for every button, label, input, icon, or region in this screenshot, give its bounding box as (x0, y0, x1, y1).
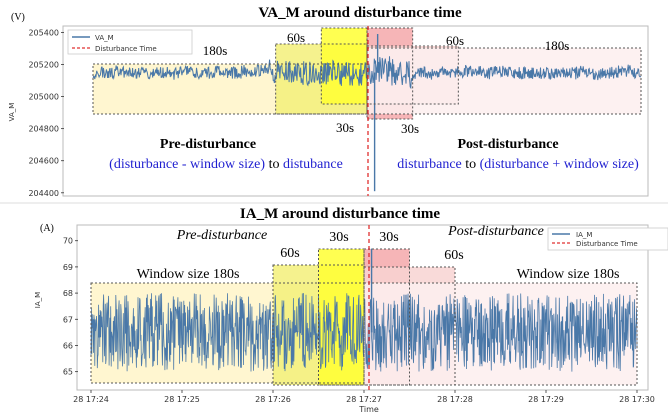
va-post-desc-to: to (462, 157, 480, 172)
ia-region-frame-1 (272, 264, 365, 386)
va-y-tick-label-4: 205200 (28, 60, 59, 69)
va-post-desc-window: (disturbance + window size) (480, 157, 639, 172)
va-y-ticks: 204400 204600 204800 205000 205200 205400 (28, 28, 64, 198)
va-legend-item-series: VA_M (95, 34, 114, 42)
va-y-tick-label-0: 204400 (28, 189, 59, 198)
va-post-disturbance-desc: disturbance to (disturbance + window siz… (397, 157, 639, 172)
va-pre-desc-to: to (265, 157, 283, 172)
va-region-label-pre-60: 60s (287, 30, 305, 45)
va-pre-disturbance-title: Pre-disturbance (160, 137, 256, 152)
va-unit-label: (V) (11, 12, 25, 23)
ia-x-ticks: 28 17:24 28 17:25 28 17:26 28 17:27 28 17:28… (73, 390, 655, 404)
ia-legend-item-disturbance: Disturbance Time (576, 240, 638, 248)
va-region-label-post-60: 60s (446, 33, 464, 48)
va-region-frame-5 (366, 47, 642, 115)
va-pre-desc-window: (disturbance - window size) (109, 157, 265, 172)
va-region-label-pre-30: 30s (336, 120, 354, 135)
va-region-label-post-30: 30s (401, 121, 419, 136)
va-region-frame-2 (320, 27, 368, 105)
va-pre-desc-end: distubance (283, 157, 343, 172)
va-y-tick-label-2: 204800 (28, 125, 59, 134)
va-y-axis-label: VA_M (8, 103, 16, 122)
va-legend: VA_M Disturbance Time (67, 29, 193, 55)
ia-y-tick-label-3: 68 (63, 289, 73, 298)
ia-unit-label: (A) (40, 223, 54, 234)
va-chart: VA_M around disturbance time (V) VA_M 20… (8, 5, 649, 198)
ia-region-frame-0 (90, 282, 365, 384)
ia-region-label-pre-60: 60s (280, 246, 299, 261)
ia-region-label-post-180: Window size 180s (517, 267, 620, 282)
ia-y-tick-label-5: 70 (63, 237, 73, 246)
va-region-bg-5 (367, 48, 641, 114)
va-region-frame-1 (275, 43, 368, 115)
va-y-tick-label-3: 205000 (28, 93, 59, 102)
va-y-tick-label-5: 205400 (28, 28, 59, 37)
va-pre-disturbance-desc: (disturbance - window size) to distubanc… (109, 157, 343, 172)
ia-y-axis-label: IA_M (34, 292, 42, 308)
ia-plot-frame (76, 224, 649, 391)
va-y-tick-label-1: 204600 (28, 157, 59, 166)
ia-x-tick-label-4: 28 17:28 (437, 395, 473, 404)
va-region-label-post-180: 180s (545, 38, 570, 53)
ia-x-tick-label-1: 28 17:25 (164, 395, 200, 404)
ia-x-axis-label: Time (358, 405, 379, 414)
ia-region-label-pre-30: 30s (329, 230, 348, 245)
ia-y-ticks: 65 66 67 68 69 70 (63, 237, 78, 377)
va-legend-item-disturbance: Disturbance Time (95, 45, 157, 53)
ia-pre-disturbance-title: Pre-disturbance (176, 228, 267, 243)
va-post-desc-start: disturbance (397, 157, 462, 172)
ia-legend: IA_M Disturbance Time (547, 227, 668, 251)
ia-region-label-post-60: 60s (444, 248, 463, 263)
ia-y-tick-label-2: 67 (63, 315, 73, 324)
ia-region-label-pre-180: Window size 180s (137, 267, 240, 282)
ia-y-tick-label-0: 65 (63, 368, 73, 377)
va-plot-frame (62, 25, 649, 197)
ia-region-label-post-30: 30s (379, 230, 398, 245)
ia-legend-item-series: IA_M (576, 231, 592, 239)
va-region-label-pre-180: 180s (203, 43, 228, 58)
va-region-frame-0 (92, 63, 368, 115)
ia-region-frame-5 (363, 282, 638, 386)
ia-x-tick-label-2: 28 17:26 (255, 395, 291, 404)
ia-chart-title: IA_M around disturbance time (240, 206, 440, 222)
ia-x-tick-label-3: 28 17:27 (346, 395, 382, 404)
ia-y-tick-label-4: 69 (63, 263, 73, 272)
ia-chart: IA_M around disturbance time (A) IA_M 65… (34, 206, 668, 414)
va-chart-title: VA_M around disturbance time (258, 5, 462, 21)
ia-x-tick-label-0: 28 17:24 (73, 395, 109, 404)
ia-x-tick-label-6: 28 17:30 (619, 395, 655, 404)
va-region-frames (92, 27, 642, 120)
ia-region-frames (90, 248, 638, 386)
ia-region-frame-4 (363, 266, 456, 386)
ia-x-tick-label-5: 28 17:29 (528, 395, 564, 404)
ia-y-tick-label-1: 66 (63, 341, 73, 350)
va-post-disturbance-title: Post-disturbance (457, 137, 558, 152)
ia-post-disturbance-title: Post-disturbance (447, 224, 544, 239)
